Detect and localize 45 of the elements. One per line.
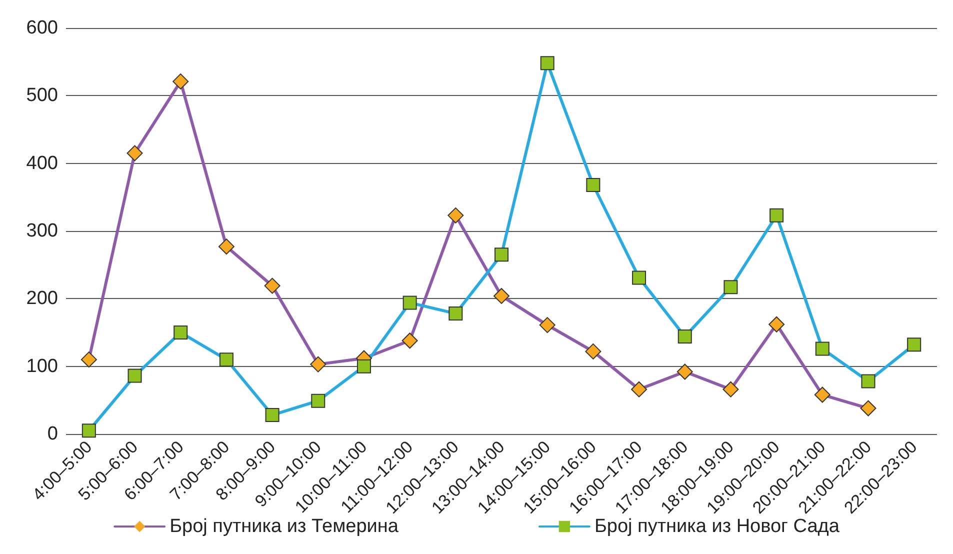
point bbox=[724, 280, 738, 294]
point bbox=[860, 400, 876, 416]
y-tick-label: 0 bbox=[47, 424, 58, 444]
point bbox=[311, 394, 326, 408]
point bbox=[540, 56, 554, 70]
point bbox=[402, 296, 417, 310]
point bbox=[82, 424, 96, 438]
point bbox=[815, 342, 830, 356]
y-tick-label: 100 bbox=[26, 356, 58, 377]
point bbox=[586, 178, 600, 192]
point bbox=[126, 145, 143, 162]
point bbox=[128, 368, 142, 383]
point bbox=[402, 332, 418, 349]
point bbox=[172, 73, 189, 90]
point bbox=[814, 386, 830, 403]
point bbox=[310, 356, 326, 372]
point bbox=[861, 374, 876, 388]
point bbox=[264, 278, 280, 294]
point bbox=[722, 381, 739, 398]
point bbox=[494, 248, 508, 262]
point bbox=[448, 306, 463, 321]
point bbox=[768, 316, 785, 332]
point bbox=[632, 270, 646, 285]
y-tick-label: 200 bbox=[26, 288, 58, 310]
point bbox=[218, 238, 234, 255]
point bbox=[80, 352, 97, 368]
point bbox=[676, 364, 693, 380]
point bbox=[539, 317, 556, 334]
y-tick-label: 500 bbox=[26, 85, 58, 106]
y-tick-label: 600 bbox=[26, 18, 58, 38]
point bbox=[770, 208, 784, 222]
point bbox=[494, 288, 510, 304]
point bbox=[174, 326, 188, 340]
legend-label: Број путника из Новог Сада bbox=[594, 516, 840, 537]
point bbox=[585, 343, 602, 360]
point bbox=[356, 359, 371, 374]
point bbox=[907, 338, 922, 352]
y-tick-label: 400 bbox=[26, 152, 58, 174]
point bbox=[678, 330, 692, 344]
point bbox=[448, 207, 464, 224]
point bbox=[631, 381, 648, 398]
y-tick-label: 300 bbox=[26, 220, 58, 242]
legend-label: Број путника из Темерина bbox=[170, 516, 399, 537]
point bbox=[265, 408, 280, 422]
point bbox=[219, 352, 234, 367]
